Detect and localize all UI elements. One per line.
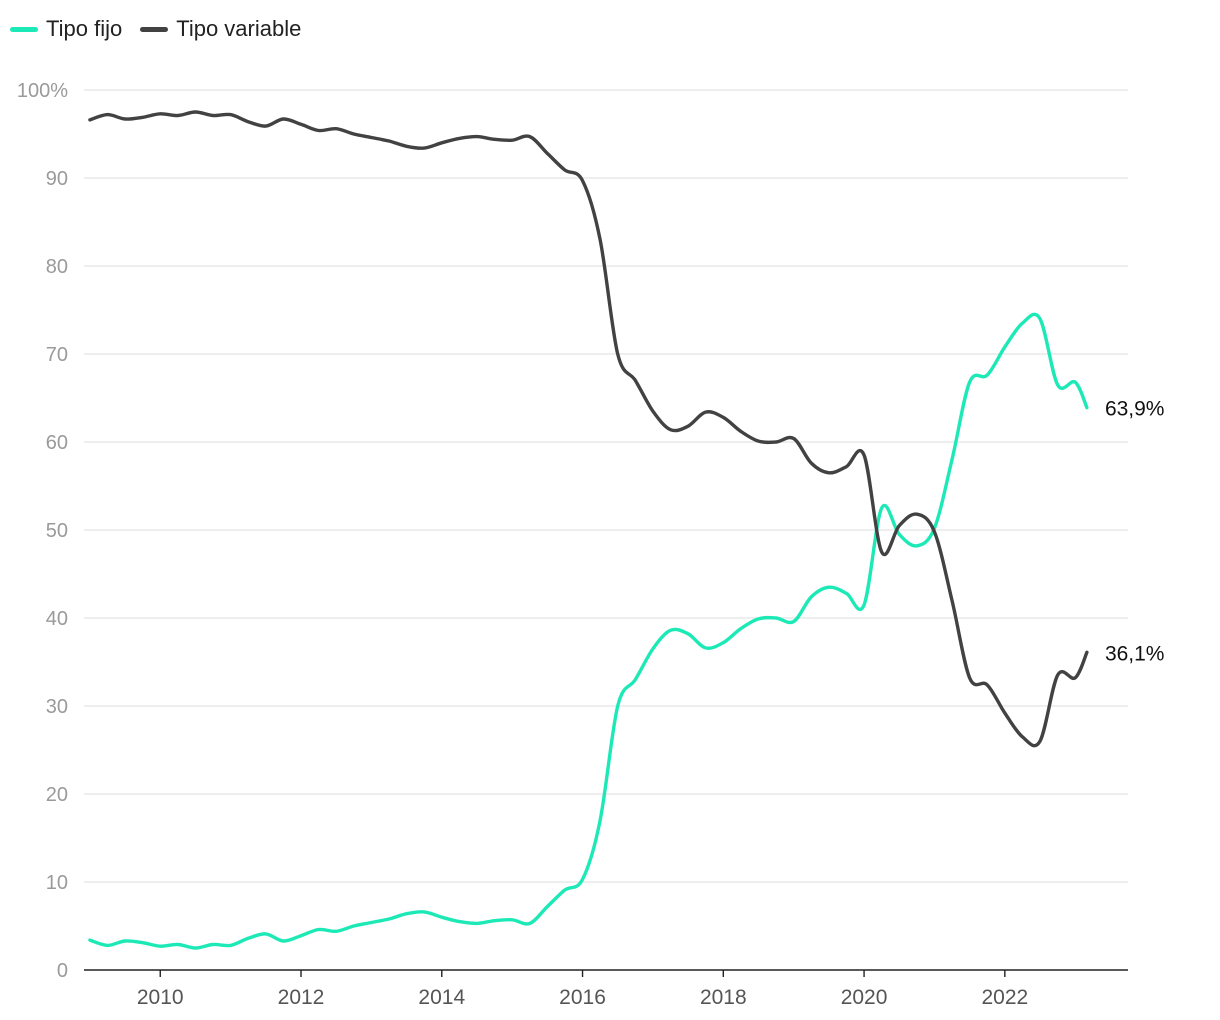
- x-tick-label: 2018: [700, 986, 747, 1009]
- y-tick-label: 40: [46, 608, 68, 630]
- series-line-tipo-variable: [88, 110, 1089, 748]
- x-tick-label: 2010: [137, 986, 184, 1009]
- y-tick-label: 80: [46, 256, 68, 278]
- x-tick-label: 2012: [278, 986, 325, 1009]
- y-tick-label: 20: [46, 784, 68, 806]
- x-tick-label: 2014: [418, 986, 465, 1009]
- legend-label-tipo-fijo: Tipo fijo: [46, 16, 123, 41]
- y-tick-label: 60: [46, 432, 68, 454]
- y-tick-label: 10: [46, 872, 68, 894]
- legend-item-tipo-variable[interactable]: Tipo variable: [140, 16, 301, 42]
- gridlines: [84, 89, 1128, 883]
- legend-label-tipo-variable: Tipo variable: [176, 16, 302, 41]
- y-tick-label: 100%: [17, 80, 68, 102]
- legend-swatch-tipo-fijo: [10, 26, 38, 32]
- y-tick-label: 30: [46, 696, 68, 718]
- y-tick-label: 70: [46, 344, 68, 366]
- axes: 0 10 20 30 40 50 60 70 80 90 100% 2010 2012 2014 2016 2…: [17, 80, 1128, 1009]
- legend-swatch-tipo-variable: [140, 26, 169, 32]
- series-lines: [88, 110, 1089, 950]
- legend: Tipo fijo Tipo variable: [10, 16, 301, 42]
- end-label-tipo-fijo: 63,9%: [1105, 398, 1165, 421]
- end-labels: 63,9% 36,1%: [1105, 398, 1165, 666]
- series-line-tipo-fijo: [88, 312, 1089, 950]
- x-tick-label: 2016: [559, 986, 606, 1009]
- y-tick-label: 0: [57, 960, 68, 982]
- legend-item-tipo-fijo[interactable]: Tipo fijo: [10, 16, 122, 42]
- y-tick-label: 90: [46, 168, 68, 190]
- y-tick-label: 50: [46, 520, 68, 542]
- x-tick-label: 2022: [981, 986, 1028, 1009]
- x-tick-label: 2020: [841, 986, 888, 1009]
- end-label-tipo-variable: 36,1%: [1105, 642, 1165, 665]
